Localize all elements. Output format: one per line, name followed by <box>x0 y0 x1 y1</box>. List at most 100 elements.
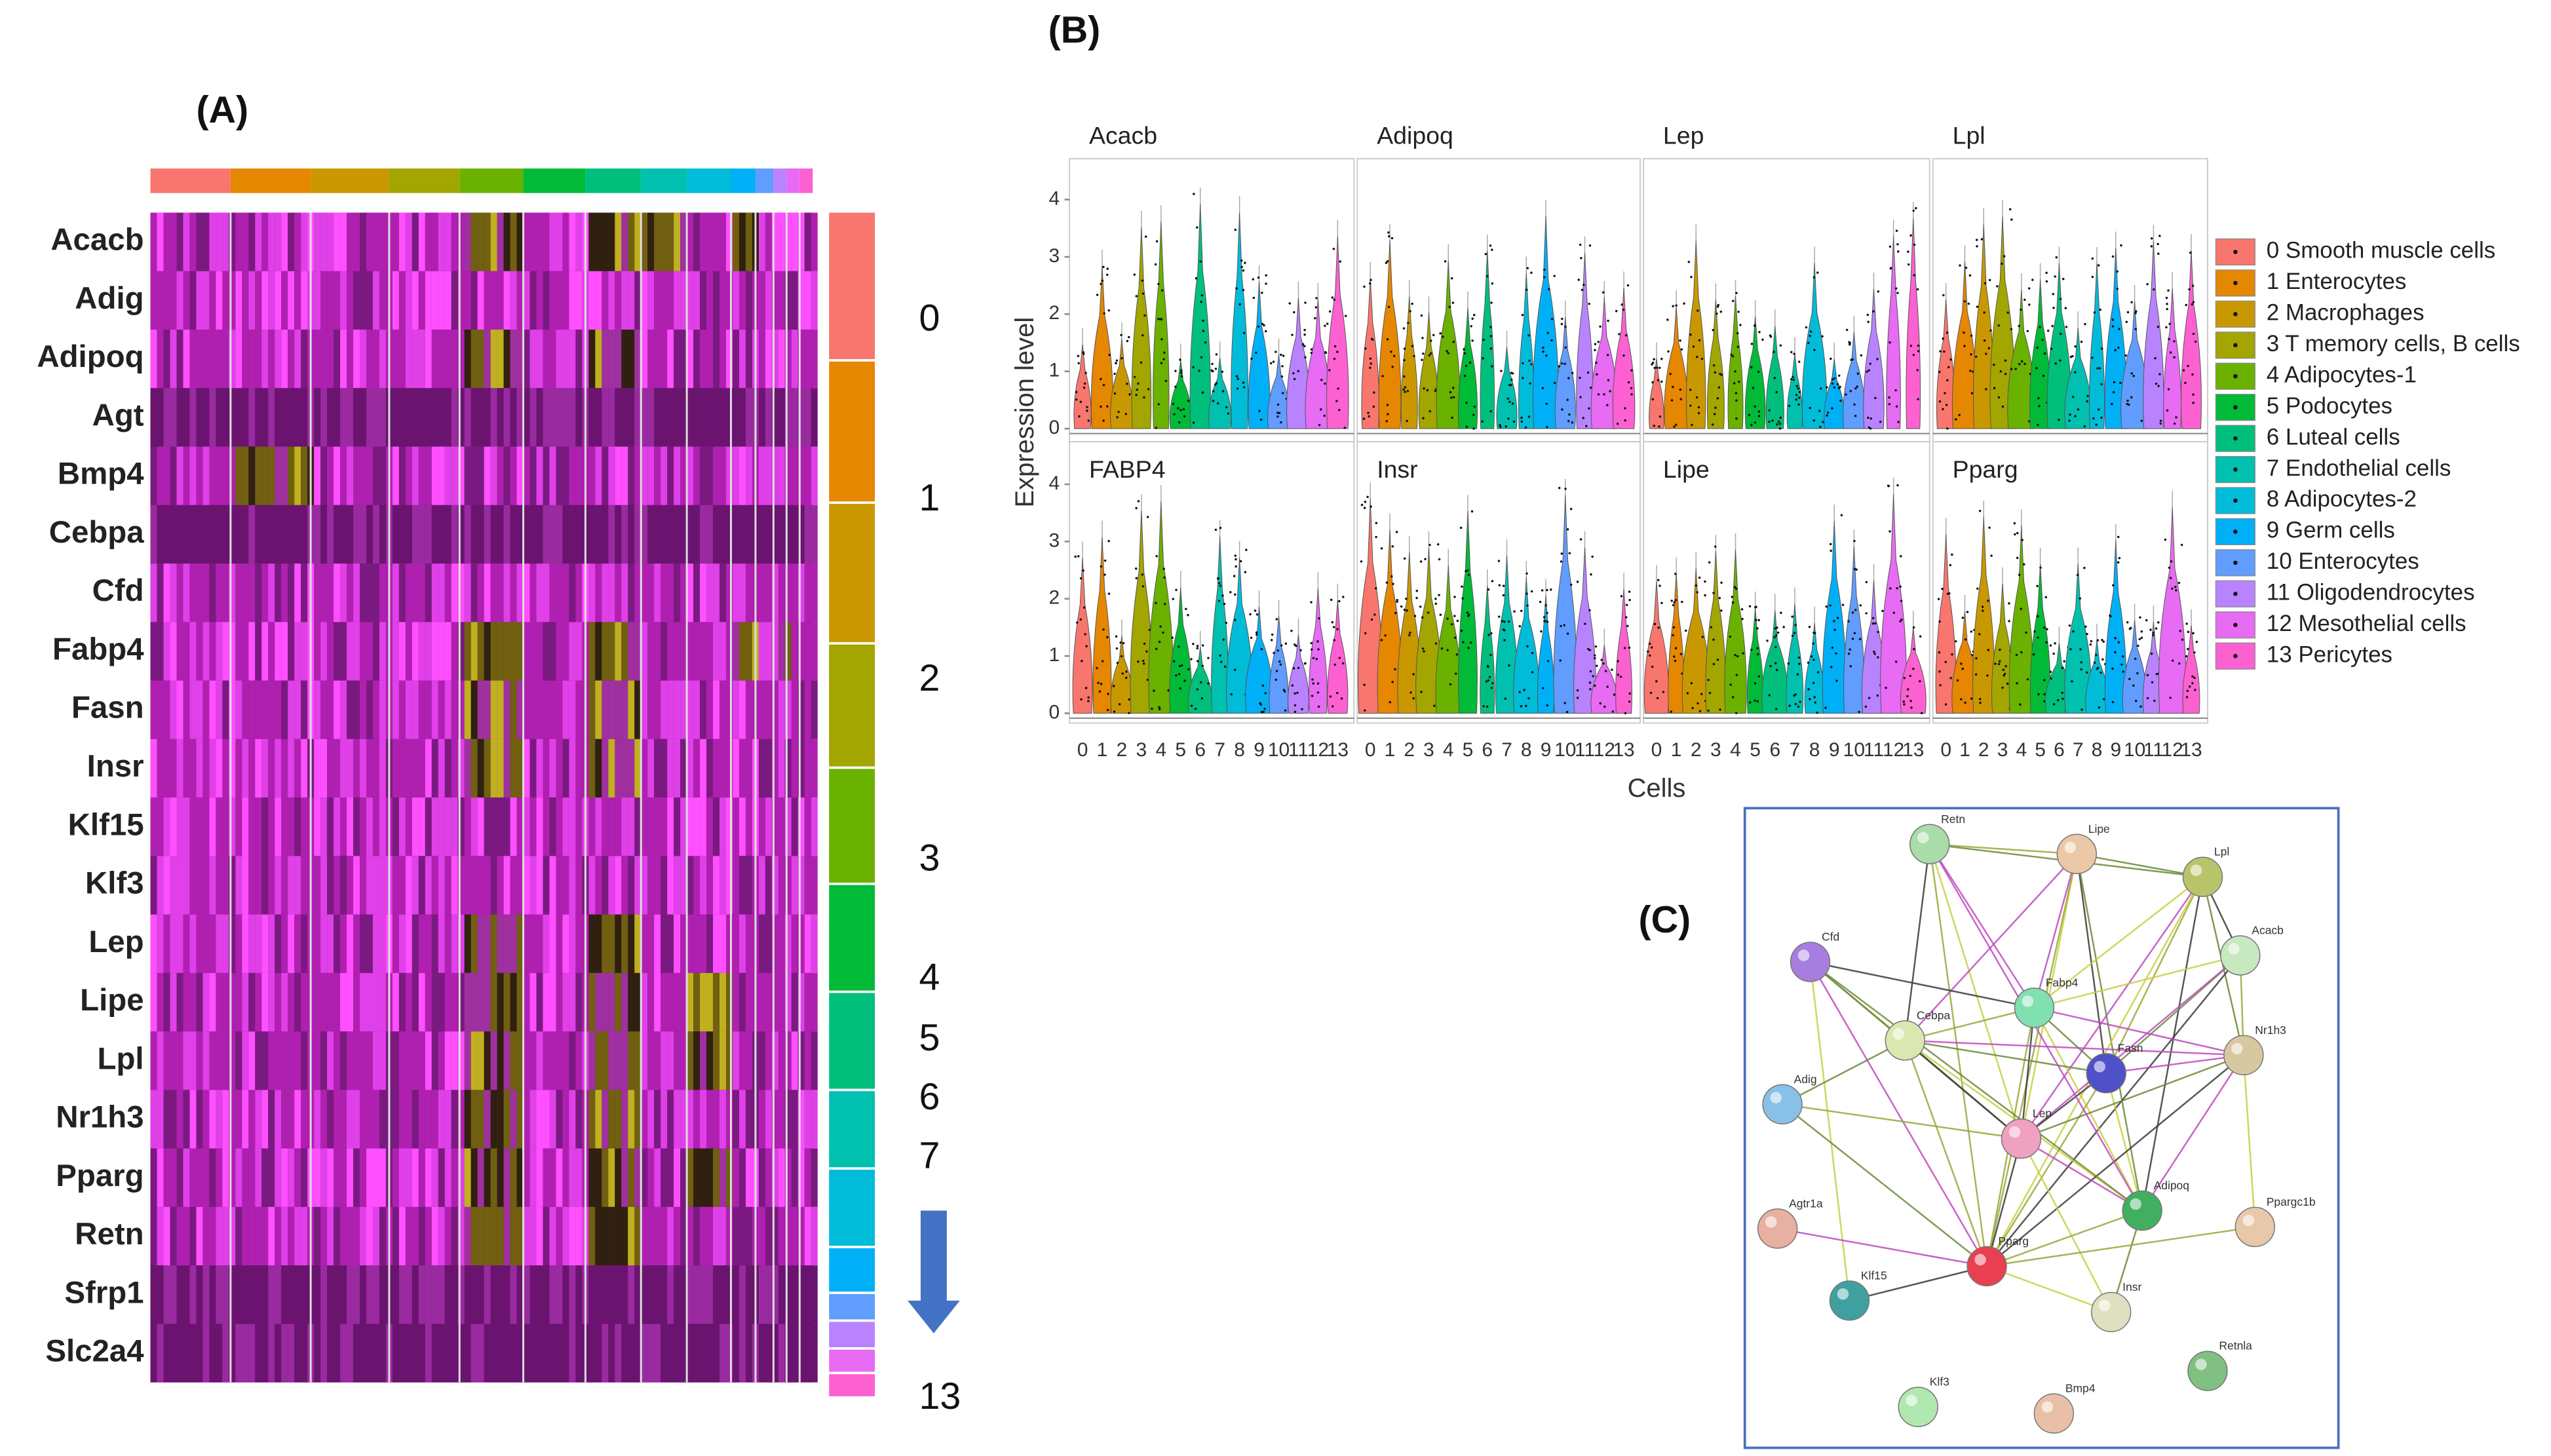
cell-dot <box>1527 334 1530 337</box>
x-tick-label: 12 <box>1883 739 1904 761</box>
heatmap-cell <box>229 446 236 505</box>
heatmap-cell <box>536 564 543 623</box>
heatmap-cell <box>510 564 517 623</box>
cell-dot <box>1795 398 1797 401</box>
x-tick-label: 0 <box>1365 739 1376 761</box>
heatmap-cell <box>314 330 321 389</box>
cell-dot <box>1324 351 1328 354</box>
heatmap-cell <box>719 972 727 1032</box>
cell-dot <box>1162 567 1165 571</box>
heatmap-cell <box>771 1265 778 1324</box>
heatmap-cell <box>235 622 242 681</box>
cell-dot <box>2125 320 2128 323</box>
gene-label: Slc2a4 <box>45 1334 144 1369</box>
cell-dot <box>1822 421 1824 423</box>
heatmap-cell <box>451 1031 458 1090</box>
cell-dot <box>1103 312 1105 315</box>
heatmap-cell <box>674 1148 681 1207</box>
heatmap-cell <box>176 914 183 973</box>
cell-dot <box>1436 543 1440 546</box>
heatmap-cell <box>713 330 720 389</box>
cell-dot <box>2134 312 2137 315</box>
heatmap-cell <box>457 564 465 623</box>
cell-dot <box>1735 674 1738 676</box>
cell-dot <box>1465 401 1468 404</box>
cell-dot <box>1896 292 1899 294</box>
cell-dot <box>1692 345 1695 348</box>
legend-label: 13 Pericytes <box>2267 642 2392 667</box>
heatmap-cell <box>654 1031 661 1090</box>
heatmap-cell <box>797 622 805 681</box>
heatmap-cell <box>412 680 419 739</box>
cell-dot <box>2193 676 2196 680</box>
heatmap-cell <box>170 1265 177 1324</box>
heatmap-cell <box>398 1031 406 1090</box>
heatmap-cell <box>202 330 210 389</box>
heatmap-cell <box>536 1324 543 1383</box>
cell-dot <box>1813 349 1816 351</box>
heatmap-cell <box>268 388 275 447</box>
heatmap-cell <box>726 564 733 623</box>
cell-dot <box>2086 394 2089 398</box>
legend-dot <box>2233 374 2238 379</box>
heatmap-cell <box>556 212 563 271</box>
heatmap-cell <box>719 1265 727 1324</box>
heatmap-cell <box>405 738 412 798</box>
cell-dot <box>2086 632 2088 636</box>
cell-dot <box>2114 651 2117 654</box>
cell-dot <box>1314 316 1316 320</box>
heatmap-cell <box>719 1148 727 1207</box>
x-tick-label: 1 <box>1959 739 1970 761</box>
cell-dot <box>1371 338 1374 341</box>
cell-dot <box>1527 415 1531 418</box>
heatmap-cell <box>216 856 223 915</box>
heatmap-cell <box>797 1031 805 1090</box>
heatmap-cell <box>163 972 170 1032</box>
heatmap-cell <box>621 1206 628 1266</box>
cell-dot <box>1576 581 1579 583</box>
heatmap-cell <box>641 505 648 564</box>
heatmap-cell <box>314 914 321 973</box>
cell-dot <box>1282 392 1284 394</box>
x-tick-label: 0 <box>1940 739 1951 761</box>
cell-dot <box>1968 274 1972 277</box>
cell-dot <box>1946 379 1949 382</box>
heatmap-cell <box>490 1265 497 1324</box>
cell-dot <box>1434 598 1437 600</box>
cell-dot <box>1470 641 1472 644</box>
heatmap-cell <box>738 972 746 1032</box>
heatmap-cell <box>484 446 491 505</box>
heatmap-cell <box>516 738 524 798</box>
cell-dot <box>1818 410 1821 412</box>
heatmap-cell <box>758 914 765 973</box>
cell-dot <box>1107 592 1111 595</box>
cell-dot <box>1590 573 1592 576</box>
cell-dot <box>1963 331 1965 334</box>
heatmap-cell <box>281 738 288 798</box>
heatmap-cell <box>713 212 720 271</box>
heatmap-cell <box>189 1265 197 1324</box>
violin <box>2143 241 2164 429</box>
cell-dot <box>1545 402 1548 406</box>
heatmap-cell <box>758 1265 765 1324</box>
cell-dot <box>1672 634 1674 637</box>
cell-dot <box>1485 680 1488 683</box>
heatmap-cell <box>732 738 739 798</box>
heatmap-cell <box>680 680 687 739</box>
node-label: Adig <box>1794 1073 1817 1086</box>
heatmap-cell <box>334 446 341 505</box>
cell-dot <box>1985 388 1987 391</box>
cell-dot <box>1999 648 2001 651</box>
heatmap-cell <box>398 1265 406 1324</box>
cell-dot <box>1670 710 1672 713</box>
cell-dot <box>1272 360 1275 363</box>
heatmap-cell <box>771 856 778 915</box>
heatmap-cell <box>268 1148 275 1207</box>
heatmap-cell <box>602 1090 609 1149</box>
cell-dot <box>2146 697 2149 700</box>
legend-label: 11 Oligodendrocytes <box>2267 580 2475 605</box>
heatmap-cell <box>418 738 425 798</box>
cell-dot <box>1561 317 1563 320</box>
cell-dot <box>1403 375 1406 378</box>
cell-dot <box>1888 403 1891 406</box>
